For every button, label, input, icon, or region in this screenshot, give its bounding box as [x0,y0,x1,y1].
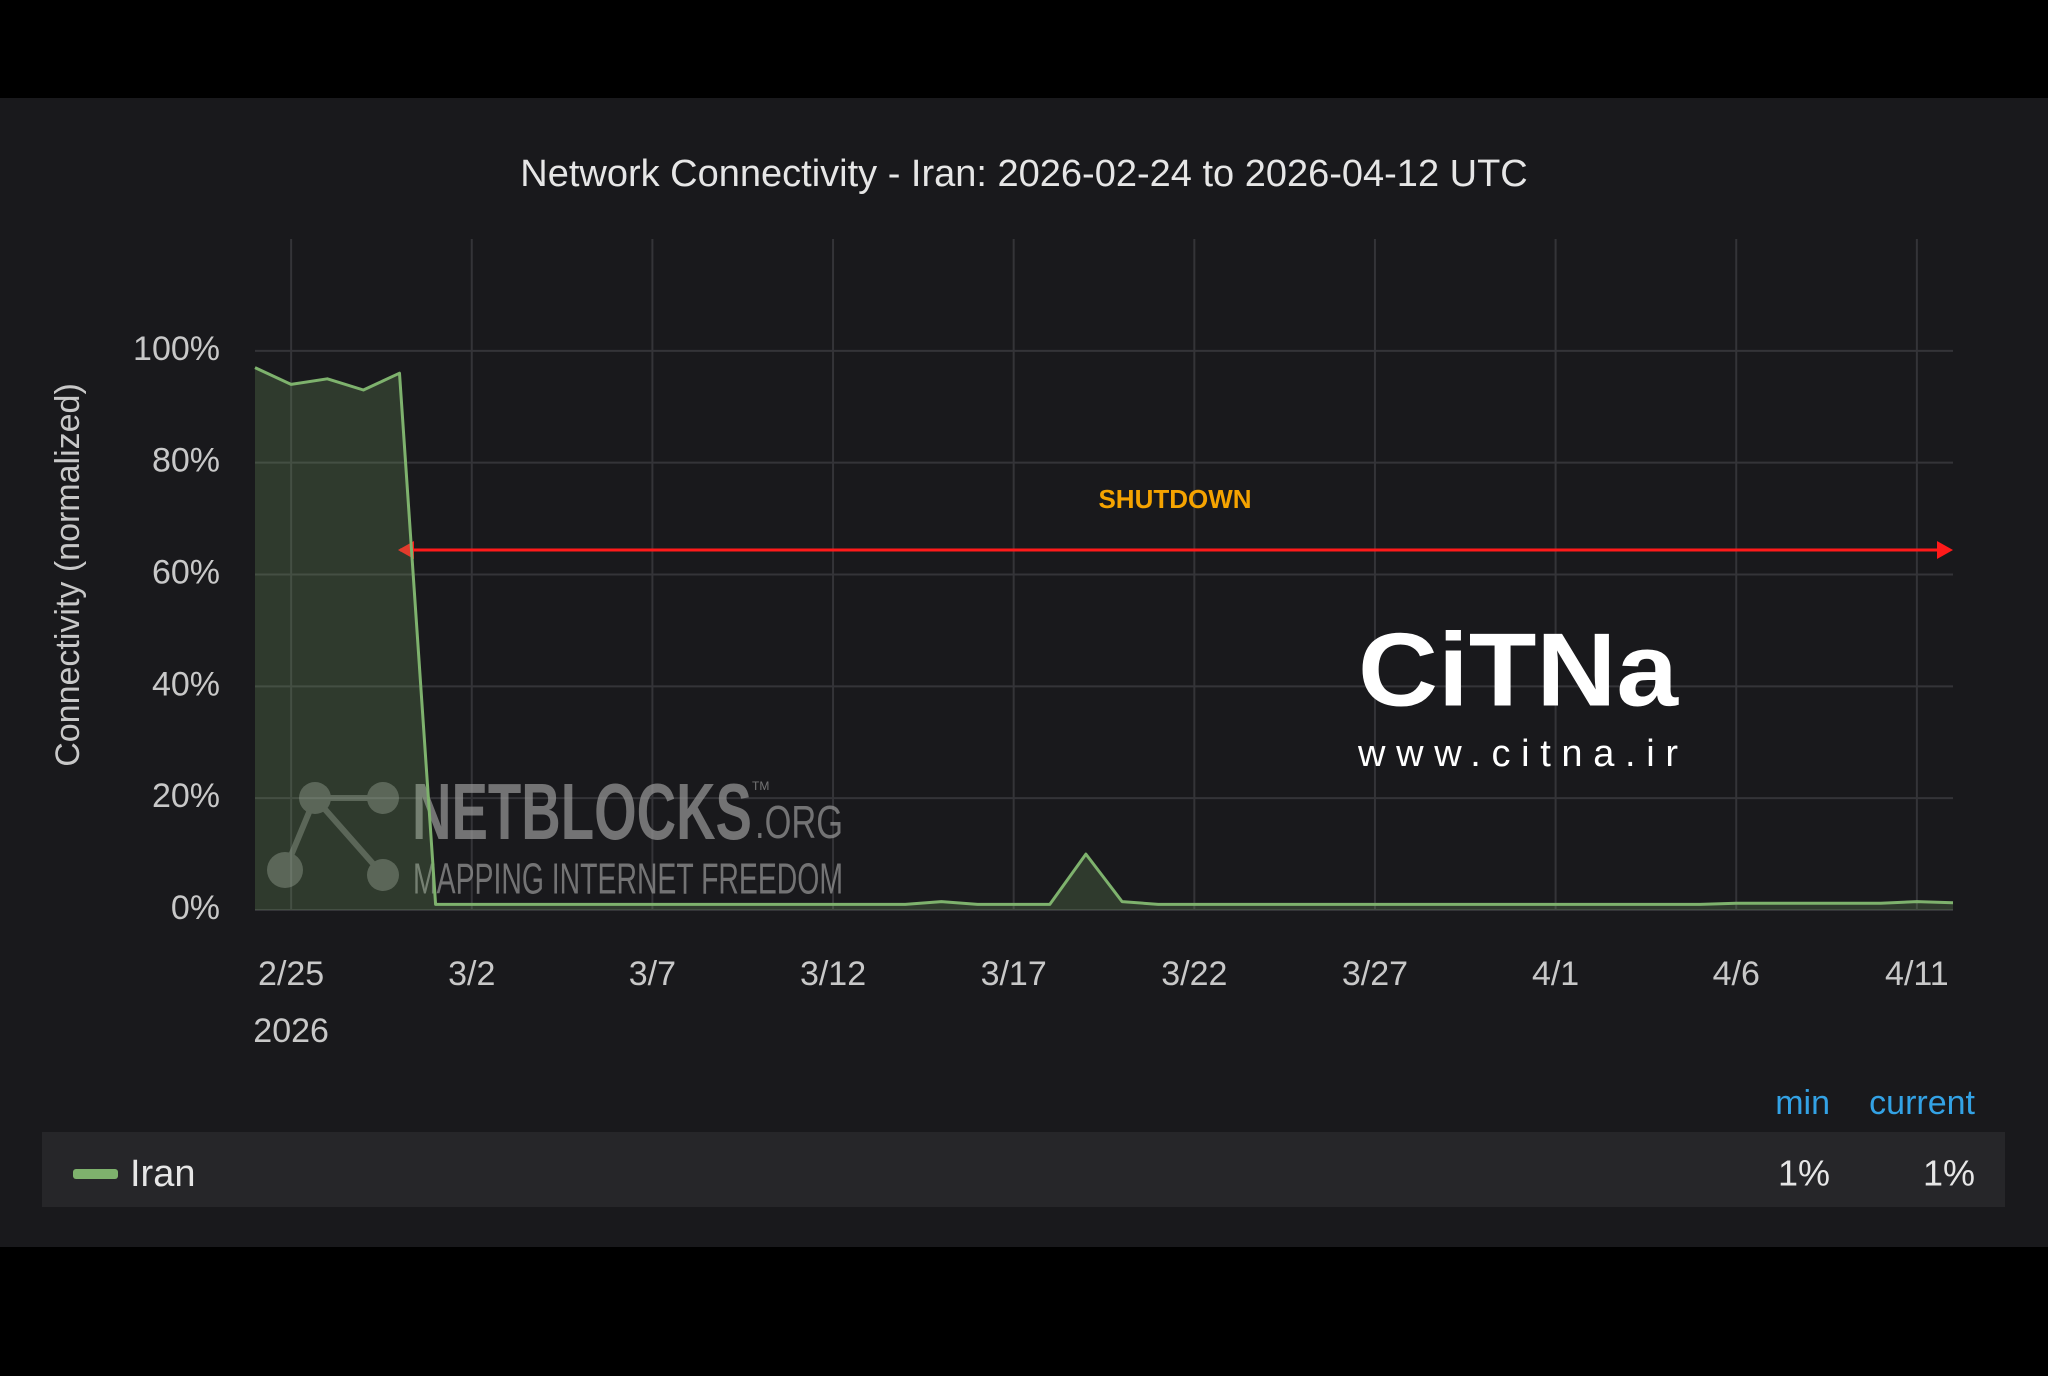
x-tick-label: 2/25 [258,955,324,993]
netblocks-logo [267,782,399,891]
y-tick-label: 0% [171,889,220,927]
legend-header: current [1869,1084,1975,1122]
watermark-tagline: MAPPING INTERNET FREEDOM [413,855,843,904]
panel [0,98,2048,1247]
legend-value: 1% [1923,1153,1975,1194]
x-tick-label: 4/6 [1713,955,1760,993]
legend-row [42,1132,2005,1207]
y-tick-label: 20% [152,777,220,815]
chart-title: Network Connectivity - Iran: 2026-02-24 … [520,153,1527,195]
watermark-citna: CiTNa [1358,612,1679,728]
x-tick-label: 3/7 [629,955,676,993]
y-tick-label: 100% [133,330,220,368]
legend-swatch [73,1169,118,1179]
series-line [254,366,1954,906]
watermark-netblocks: NETBLOCKS [412,767,752,856]
legend-header: min [1775,1084,1830,1122]
x-tick-label: 3/22 [1161,955,1227,993]
x-tick-label: 3/17 [981,955,1047,993]
x-tick-label: 3/2 [448,955,495,993]
legend-value: 1% [1778,1153,1830,1194]
x-tick-label: 3/12 [800,955,866,993]
series-area [255,367,1953,911]
y-tick-label: 80% [152,442,220,480]
legend-label: Iran [130,1153,195,1195]
x-tick-label: 4/11 [1885,955,1949,993]
y-tick-label: 60% [152,553,220,591]
annotation-text: SHUTDOWN [1098,484,1251,514]
x-year-label: 2026 [253,1012,329,1050]
grid [255,239,1953,911]
watermark-tm: TM [752,779,769,793]
y-tick-label: 40% [152,665,220,703]
watermark-netblocks-suffix: .ORG [755,796,843,848]
y-axis-label: Connectivity (normalized) [49,383,87,767]
x-tick-label: 4/1 [1532,955,1579,993]
x-tick-label: 3/27 [1342,955,1408,993]
